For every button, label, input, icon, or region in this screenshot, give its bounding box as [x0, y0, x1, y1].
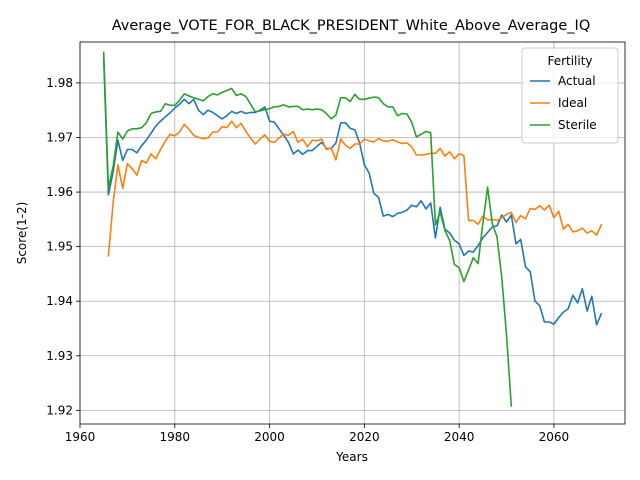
series-line-ideal: [107, 120, 603, 257]
y-tick-label: 1.97: [46, 131, 73, 145]
legend-title: Fertility: [547, 54, 592, 68]
x-axis-label: Years: [335, 450, 368, 464]
y-tick-label: 1.96: [46, 185, 73, 199]
chart-title: Average_VOTE_FOR_BLACK_PRESIDENT_White_A…: [112, 18, 591, 34]
legend-entry-actual: Actual: [558, 74, 596, 88]
x-tick-label: 2020: [349, 430, 380, 444]
x-tick-label: 1980: [160, 430, 191, 444]
x-tick-label: 2000: [254, 430, 285, 444]
axis-ticks: 1960 1980 2000 2020 2040 2060 1.92 1.93 1.94 1.95…: [46, 76, 569, 444]
y-tick-label: 1.98: [46, 76, 73, 90]
legend: Fertility Actual Ideal Sterile: [521, 47, 619, 144]
series-line-sterile: [102, 51, 513, 407]
legend-entry-ideal: Ideal: [558, 96, 587, 110]
y-tick-label: 1.95: [46, 240, 73, 254]
series-line-actual: [102, 57, 603, 326]
x-tick-label: 2060: [539, 430, 570, 444]
y-axis-label: Score(1-2): [15, 202, 29, 265]
legend-box: [521, 47, 619, 144]
series-lines: [102, 51, 603, 407]
y-tick-label: 1.94: [46, 294, 73, 308]
legend-entry-sterile: Sterile: [558, 118, 597, 132]
y-tick-label: 1.92: [46, 403, 73, 417]
grid: [79, 42, 625, 424]
x-tick-label: 1960: [65, 430, 96, 444]
plot-frame: [79, 41, 626, 425]
y-tick-label: 1.93: [46, 349, 73, 363]
x-tick-label: 2040: [444, 430, 475, 444]
